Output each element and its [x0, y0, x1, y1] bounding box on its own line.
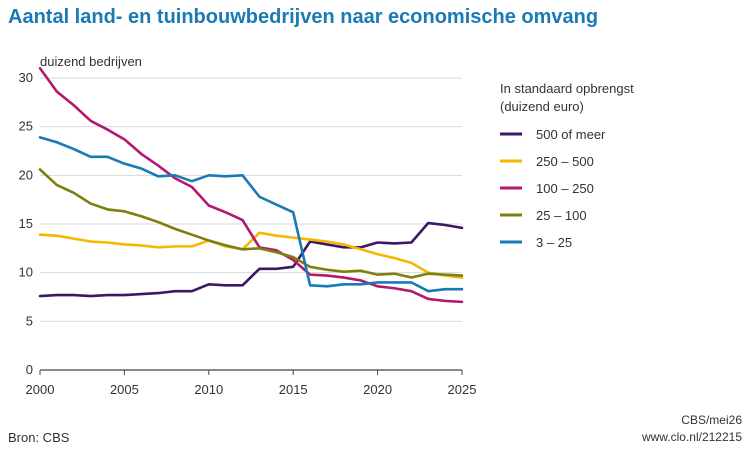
x-axis-ticks: 2000 2005 2010 2015 2020 2025 [26, 370, 477, 397]
series-line-0 [38, 221, 464, 298]
x-tick-label: 2020 [363, 382, 392, 397]
credit: CBS/mei26 www.clo.nl/212215 [642, 412, 742, 446]
series-line-1 [38, 231, 464, 279]
y-axis-unit-label: duizend bedrijven [40, 54, 142, 69]
y-tick-label: 5 [26, 313, 33, 328]
y-axis-ticks: 0 5 10 15 20 25 30 [19, 70, 33, 377]
credit-line-1: CBS/mei26 [681, 413, 742, 427]
x-tick-label: 2015 [279, 382, 308, 397]
legend-label: 500 of meer [536, 127, 606, 142]
y-tick-label: 10 [19, 265, 33, 280]
series-lines [38, 66, 464, 304]
source-label: Bron: CBS [8, 430, 70, 445]
x-tick-label: 2000 [26, 382, 55, 397]
legend: In standaard opbrengst (duizend euro) 50… [500, 81, 634, 250]
credit-line-2: www.clo.nl/212215 [641, 430, 742, 444]
x-tick-label: 2010 [194, 382, 223, 397]
y-tick-label: 25 [19, 119, 33, 134]
legend-label: 250 – 500 [536, 154, 594, 169]
x-tick-label: 2005 [110, 382, 139, 397]
series-line-3 [38, 168, 464, 279]
y-tick-label: 20 [19, 167, 33, 182]
y-tick-label: 0 [26, 362, 33, 377]
legend-label: 100 – 250 [536, 181, 594, 196]
y-tick-label: 30 [19, 70, 33, 85]
series-line-2 [38, 66, 464, 304]
legend-title-line-1: In standaard opbrengst [500, 81, 634, 96]
x-tick-label: 2025 [448, 382, 477, 397]
legend-title-line-2: (duizend euro) [500, 99, 584, 114]
series-line-4 [38, 136, 464, 293]
y-tick-label: 15 [19, 216, 33, 231]
chart-title: Aantal land- en tuinbouwbedrijven naar e… [8, 6, 599, 28]
legend-label: 25 – 100 [536, 208, 587, 223]
legend-label: 3 – 25 [536, 235, 572, 250]
gridlines [40, 77, 462, 371]
